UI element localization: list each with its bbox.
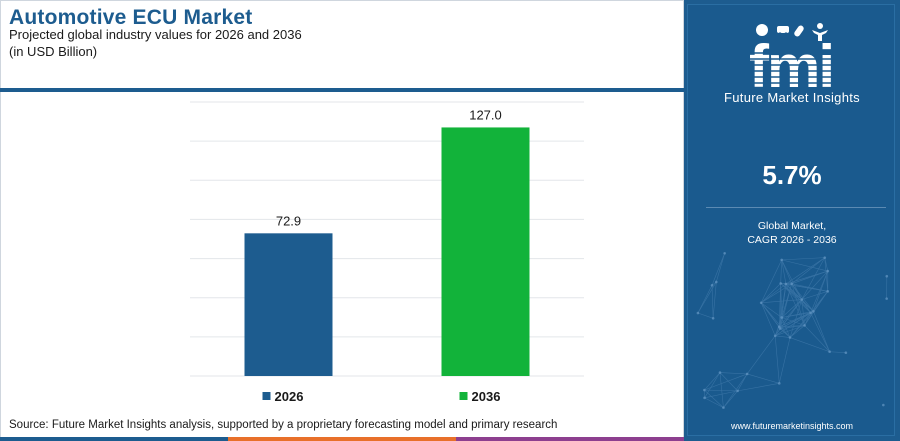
stripe-segment-purple [456,437,684,441]
handshake-icon [756,24,768,36]
stripe-segment-orange [228,437,456,441]
sidebar-inner: fmi Future Market Insights 5.7% Global M… [687,4,895,436]
logo-wordmark: fmi [749,33,833,100]
sidebar-divider [706,207,886,208]
page-title: Automotive ECU Market [9,6,253,29]
fmi-logo: fmi [728,23,854,100]
header-divider [0,88,684,92]
cagr-value: 5.7% [762,160,822,190]
cagr-caption-line1: Global Market, [757,220,827,232]
source-note: Source: Future Market Insights analysis,… [9,419,558,431]
unit-label: (in USD Billion) [9,44,98,59]
chart-value-labels: 72.9 127.0 [276,107,502,228]
legend-swatch-2036 [459,392,468,400]
bottom-color-stripe [0,437,684,441]
person-icon [812,23,828,41]
sidebar-panel: fmi Future Market Insights 5.7% Global M… [684,0,900,441]
pill-icon [794,25,804,37]
bar-2026 [244,233,333,376]
brand-name: Future Market Insights [724,90,860,105]
page-subtitle: Projected global industry values for 202… [9,27,302,42]
network-pattern [696,251,889,409]
bar-chart: 72.9 127.0 2026 2036 [190,101,584,404]
chart-legend: 2026 2036 [262,389,501,404]
chart-bars [244,127,530,376]
legend-swatch-2026 [262,392,271,400]
bar-2036 [441,127,530,376]
value-label-2026: 72.9 [276,213,301,228]
legend-label-2026: 2026 [275,389,304,404]
value-label-2036: 127.0 [469,107,502,122]
chart-panel [0,0,684,441]
car-icon [777,26,789,36]
website-link[interactable]: www.futuremarketinsights.com [730,421,854,431]
stripe-segment-blue [0,437,228,441]
legend-label-2036: 2036 [472,389,501,404]
cagr-caption: Global Market, CAGR 2026 - 2036 [688,219,896,247]
cagr-caption-line2: CAGR 2026 - 2036 [747,234,837,246]
